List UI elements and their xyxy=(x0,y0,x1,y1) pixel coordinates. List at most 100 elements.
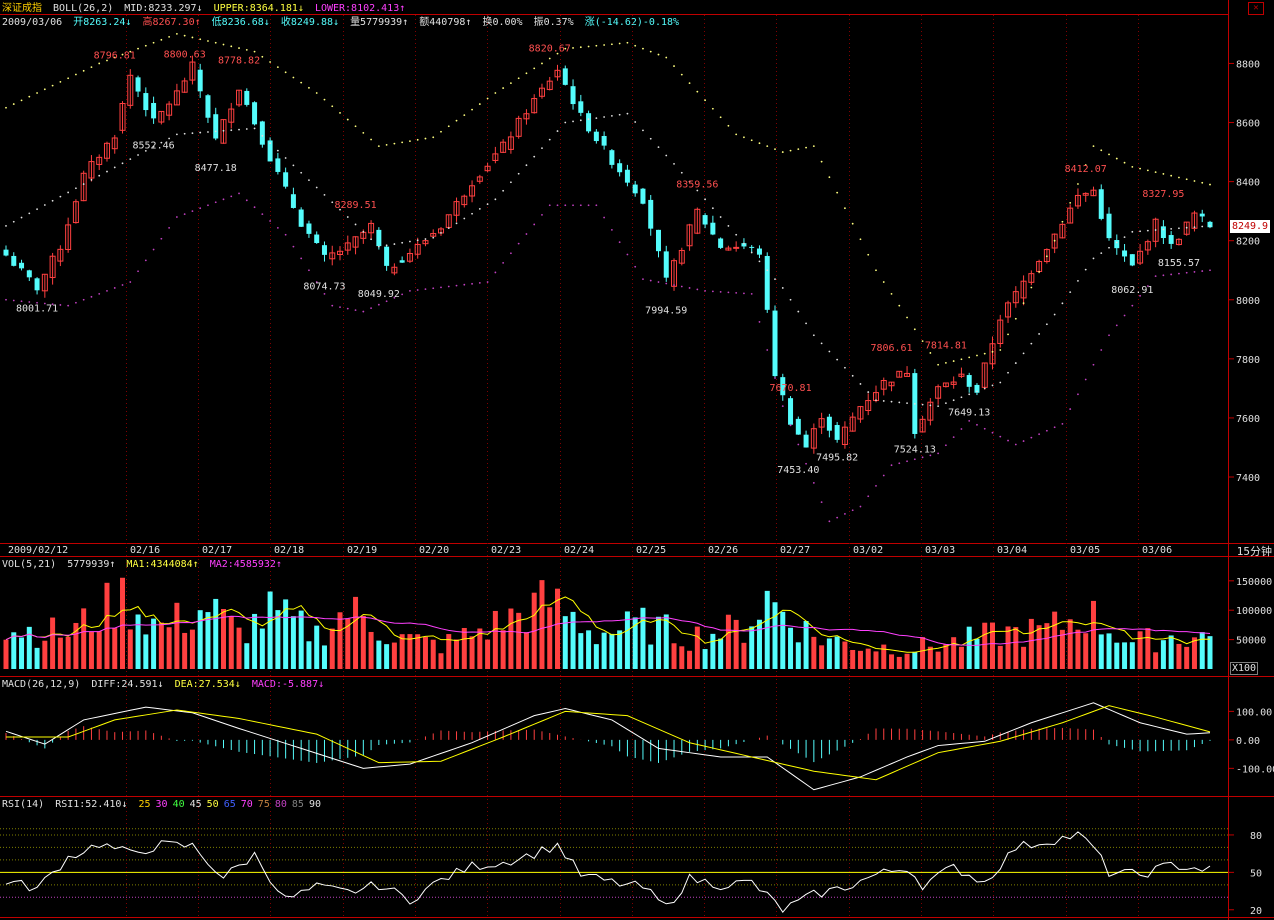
boll-lower-band-point xyxy=(1131,304,1134,307)
close-icon[interactable]: ✕ xyxy=(1248,2,1264,15)
boll-mid-band-point xyxy=(207,131,209,133)
boll-upper-band-point xyxy=(67,77,70,80)
candle-down xyxy=(267,140,273,162)
boll-lower-band-point xyxy=(1038,433,1041,436)
boll-mid-band-point xyxy=(766,269,769,272)
boll-mid-band-point xyxy=(867,391,870,393)
candle-up xyxy=(166,103,173,116)
candle-down xyxy=(632,184,638,194)
boll-lower-band-point xyxy=(463,283,466,286)
boll-lower-band-point xyxy=(603,216,606,219)
candle-up xyxy=(1059,223,1066,239)
volume-bar xyxy=(415,634,421,669)
boll-lower-band-point xyxy=(168,226,171,229)
volume-bar xyxy=(920,637,926,669)
boll-mid-band-point xyxy=(1100,252,1103,254)
boll-mid-band-point xyxy=(1061,302,1064,305)
volume-bar xyxy=(189,629,195,669)
volume-bar xyxy=(687,650,693,669)
boll-lower-band-point xyxy=(968,419,971,422)
volume-bar xyxy=(889,654,895,669)
period-label[interactable]: 15分钟 xyxy=(1236,545,1272,558)
volume-bar xyxy=(702,649,708,669)
candle-up xyxy=(841,426,848,445)
boll-mid-band-point xyxy=(370,238,372,241)
volume-bar xyxy=(1184,646,1190,669)
candle-down xyxy=(19,262,25,269)
boll-upper-band-point xyxy=(983,352,986,355)
candle-down xyxy=(749,246,755,248)
date-label: 02/23 xyxy=(491,545,521,556)
date-label: 03/06 xyxy=(1142,545,1172,556)
boll-mid-band-point xyxy=(882,400,885,402)
candle-up xyxy=(127,74,134,106)
candle-up xyxy=(158,110,165,123)
volume-bar xyxy=(1207,636,1213,669)
macd-diff-line xyxy=(5,702,1211,791)
boll-upper-band-point xyxy=(906,316,908,319)
boll-upper-band-point xyxy=(556,52,559,55)
boll-lower: LOWER:8102.413↑ xyxy=(314,3,406,14)
boll-lower-band-point xyxy=(478,282,481,284)
boll-upper-band-point xyxy=(898,304,901,307)
boll-mid-band-point xyxy=(1038,333,1041,335)
candle-up xyxy=(88,161,95,179)
boll-upper-band-point xyxy=(82,69,85,72)
volume-ma1-line xyxy=(5,596,1211,653)
volume-bar xyxy=(788,627,794,669)
boll-lower-band-point xyxy=(98,292,101,295)
date-label: 02/20 xyxy=(419,545,449,556)
boll-upper-band-point xyxy=(175,33,178,35)
boll-lower-band-point xyxy=(1084,378,1087,381)
boll-lower-band-point xyxy=(67,304,70,307)
boll-upper-band-point xyxy=(121,53,124,56)
volume-bar xyxy=(547,607,553,669)
boll-lower-band-point xyxy=(12,299,15,302)
boll-mid-band-point xyxy=(308,179,310,182)
date-label: 03/04 xyxy=(997,545,1027,556)
boll-upper-band-point xyxy=(401,141,404,144)
rsi-tick-label: 20 xyxy=(1250,906,1262,917)
boll-upper-band-point xyxy=(214,41,217,44)
boll-upper-band-point xyxy=(1139,167,1141,170)
candle-down xyxy=(570,86,576,105)
boll-upper-band-point xyxy=(727,124,730,127)
boll-lower-band-point xyxy=(90,295,93,298)
boll-upper-band-point xyxy=(486,97,489,100)
boll-upper-band-point xyxy=(1154,171,1157,174)
boll-upper-band-point xyxy=(160,38,163,41)
candle-up xyxy=(1074,194,1081,207)
price-annotation: 8412.07 xyxy=(1065,164,1107,175)
price-annotation: 8552.46 xyxy=(133,141,175,152)
volume-bar xyxy=(1052,611,1058,669)
volume-ma2: MA2:4585932↑ xyxy=(209,559,282,570)
boll-upper-band-point xyxy=(999,349,1002,351)
boll-lower-band-point xyxy=(1209,269,1211,272)
boll-lower-band-point xyxy=(844,513,846,515)
boll-mid-band-point xyxy=(494,198,497,201)
candle-up xyxy=(849,416,856,432)
boll-lower-band-point xyxy=(5,298,7,301)
candle-up xyxy=(515,117,522,137)
boll-lower-band-point xyxy=(1030,436,1033,439)
boll-lower-band-point xyxy=(36,301,38,304)
boll-upper-band-point xyxy=(851,222,854,225)
boll-lower-band-point xyxy=(906,460,908,463)
volume-bar xyxy=(446,634,452,669)
boll-mid-band-point xyxy=(556,130,559,132)
volume-bar xyxy=(182,632,188,669)
quote-amplitude: 振0.37% xyxy=(533,17,574,28)
boll-mid-band-point xyxy=(440,232,442,234)
price-tick-label: 8200 xyxy=(1236,237,1260,248)
volume-bar xyxy=(88,631,94,669)
rsi-line xyxy=(5,831,1211,913)
boll-upper-band-point xyxy=(688,82,691,85)
volume-bar xyxy=(826,638,832,669)
boll-lower-band xyxy=(5,192,1211,523)
boll-lower-band-point xyxy=(346,307,349,310)
candle-down xyxy=(966,375,972,387)
candle-up xyxy=(406,252,413,262)
volume-bar xyxy=(454,639,460,669)
volume-bar xyxy=(617,630,623,669)
volume-bar xyxy=(958,646,964,669)
